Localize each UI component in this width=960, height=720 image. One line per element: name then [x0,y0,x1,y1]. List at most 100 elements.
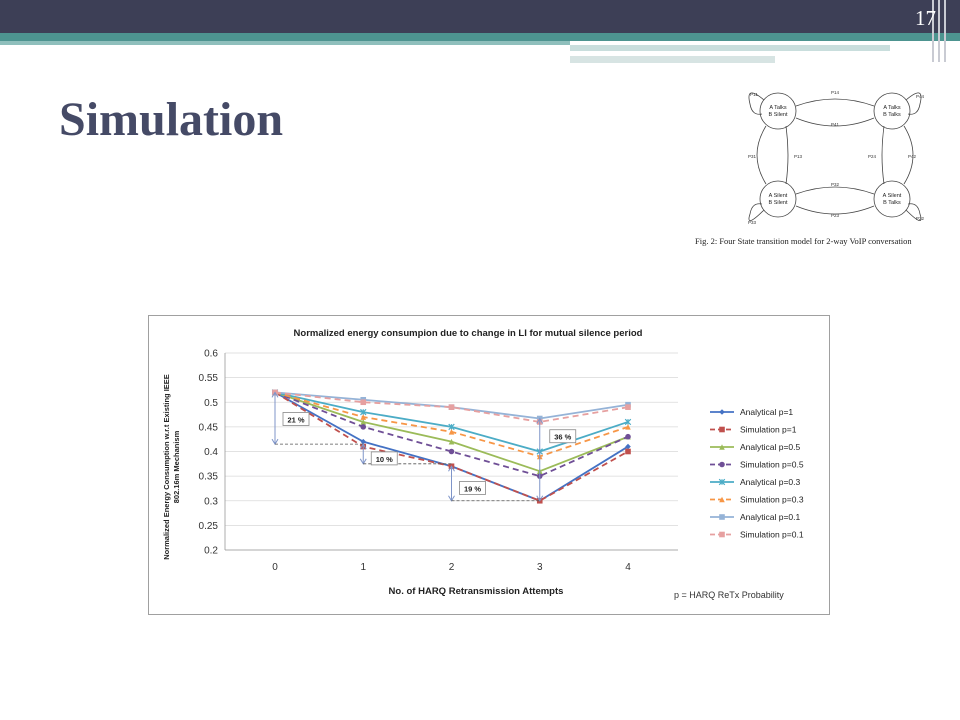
legend-entry: Analytical p=0.3 [740,477,801,487]
legend-entry: Simulation p=0.1 [740,530,804,540]
data-point [360,408,367,416]
legend-note: p = HARQ ReTx Probability [674,590,784,600]
data-point [719,531,725,538]
state-label: B Silent [769,112,788,118]
data-point [625,424,631,430]
legend-entry: Analytical p=0.1 [740,512,801,522]
data-point [719,409,725,415]
transition-label: P11 [750,92,758,97]
decor-line [938,0,940,62]
y-tick-label: 0.55 [199,373,219,384]
data-point [360,419,367,425]
data-point [624,418,632,426]
transition-label: P14 [831,90,840,95]
annotation-arrowhead [359,443,367,450]
annotation-arrowhead [536,495,544,502]
energy-line-chart: Normalized energy consumpion due to chan… [162,328,804,600]
accent-bar [0,33,960,41]
data-point [625,443,631,450]
transition-label: P22 [916,216,925,221]
y-tick-label: 0.6 [204,349,218,360]
accent-stripe [570,45,890,51]
y-tick-label: 0.2 [204,546,218,557]
figure-caption: Fig. 2: Four State transition model for … [695,236,912,246]
annotation-arrowhead [271,391,279,398]
y-axis-label: Normalized Energy Consumption w.r.t Exis… [162,374,171,560]
x-tick-label: 0 [272,562,278,573]
annotation-arrowhead [448,465,455,472]
state-label: B Talks [883,112,901,118]
y-tick-label: 0.35 [199,472,219,483]
data-point [448,423,455,431]
state-label: A Silent [883,193,902,199]
transition-label: P44 [916,94,925,99]
y-tick-label: 0.25 [199,521,219,532]
accent-stripe-2 [570,56,775,63]
accent-bar-light [0,41,570,45]
transition-label: P42 [908,154,917,159]
state-label: A Talks [769,105,787,111]
top-bar [0,0,960,33]
y-tick-label: 0.5 [204,398,218,409]
decor-line [932,0,934,62]
annotation-box [549,429,577,444]
slide-title: Simulation [59,93,284,146]
y-axis-label: 802.16m Mechanism [172,430,181,503]
annotation-label: 21 % [287,415,304,424]
state-transition-diagram: A Talks B Silent A Talks B Talks A Silen… [748,90,925,225]
data-point [719,461,725,468]
data-point [360,399,367,406]
data-point [448,438,455,445]
transition-label: P13 [794,154,803,159]
y-tick-label: 0.45 [199,422,219,433]
decor-line [944,0,946,62]
series-line [274,391,629,478]
data-point [719,444,725,450]
data-point [448,429,455,435]
data-point [719,496,725,503]
legend-entry: Analytical p=0.5 [740,442,801,452]
chart-title: Normalized energy consumpion due to chan… [294,328,643,339]
x-tick-label: 4 [625,562,631,573]
transition-label: P31 [748,154,757,159]
slide-number: 17 [915,6,936,30]
legend-entry: Simulation p=0.3 [740,495,804,505]
y-tick-label: 0.3 [204,496,218,507]
data-point [625,404,631,410]
annotation-arrowhead [536,417,544,424]
state-label: B Talks [883,200,901,206]
annotation-box [282,412,310,426]
x-tick-label: 1 [360,562,366,573]
legend-entry: Analytical p=1 [740,407,793,417]
data-point [719,426,725,433]
data-point [448,448,455,455]
annotation-label: 10 % [376,455,393,464]
data-point [360,424,367,430]
legend-entry: Simulation p=1 [740,425,797,435]
data-point [719,514,725,520]
legend-entry: Simulation p=0.5 [740,460,804,470]
annotation-label: 36 % [554,433,571,442]
data-point [625,433,631,440]
transition-label: P24 [868,154,877,159]
state-label: A Talks [883,105,901,111]
transition-label: P41 [831,122,840,127]
data-point [360,438,367,445]
x-tick-label: 2 [449,562,455,573]
transition-label: P33 [748,220,757,225]
state-label: B Silent [769,200,788,206]
annotation-label: 19 % [464,484,481,493]
annotation-box [459,481,486,495]
state-label: A Silent [769,193,788,199]
chart-frame [148,315,830,615]
data-point [448,404,455,410]
x-axis-label: No. of HARQ Retransmission Attempts [389,586,564,597]
data-point [625,448,631,455]
y-tick-label: 0.4 [204,447,218,458]
transition-label: P23 [831,213,840,218]
annotation-box [370,451,398,466]
data-point [360,414,367,420]
data-point [718,478,726,486]
transition-label: P32 [831,182,840,187]
x-tick-label: 3 [537,562,543,573]
